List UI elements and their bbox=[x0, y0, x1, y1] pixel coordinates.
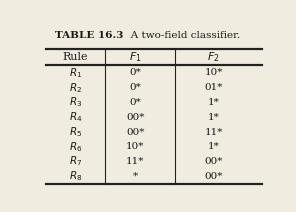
Text: $R_2$: $R_2$ bbox=[69, 81, 82, 95]
Text: 11*: 11* bbox=[126, 157, 144, 166]
Text: 10*: 10* bbox=[205, 68, 223, 77]
Text: $R_7$: $R_7$ bbox=[69, 155, 82, 169]
Text: 1*: 1* bbox=[208, 142, 220, 151]
Text: $F_1$: $F_1$ bbox=[129, 50, 141, 64]
Text: TABLE 16.3: TABLE 16.3 bbox=[55, 31, 124, 40]
Text: A two-field classifier.: A two-field classifier. bbox=[121, 31, 240, 40]
Text: Rule: Rule bbox=[63, 52, 88, 62]
Text: 0*: 0* bbox=[129, 83, 141, 92]
Text: $F_2$: $F_2$ bbox=[207, 50, 220, 64]
Text: 00*: 00* bbox=[205, 157, 223, 166]
Text: 0*: 0* bbox=[129, 68, 141, 77]
Text: 1*: 1* bbox=[208, 113, 220, 122]
Text: 11*: 11* bbox=[205, 127, 223, 137]
Text: 00*: 00* bbox=[126, 127, 144, 137]
Text: $R_6$: $R_6$ bbox=[69, 140, 82, 154]
Text: 00*: 00* bbox=[205, 172, 223, 181]
Text: *: * bbox=[133, 172, 138, 181]
Text: $R_1$: $R_1$ bbox=[69, 66, 82, 80]
Text: $R_5$: $R_5$ bbox=[69, 125, 82, 139]
Text: 01*: 01* bbox=[205, 83, 223, 92]
Text: $R_8$: $R_8$ bbox=[69, 169, 82, 183]
Text: 0*: 0* bbox=[129, 98, 141, 107]
Text: 00*: 00* bbox=[126, 113, 144, 122]
Text: 10*: 10* bbox=[126, 142, 144, 151]
Text: $R_3$: $R_3$ bbox=[69, 96, 82, 109]
Text: $R_4$: $R_4$ bbox=[69, 110, 82, 124]
Text: 1*: 1* bbox=[208, 98, 220, 107]
